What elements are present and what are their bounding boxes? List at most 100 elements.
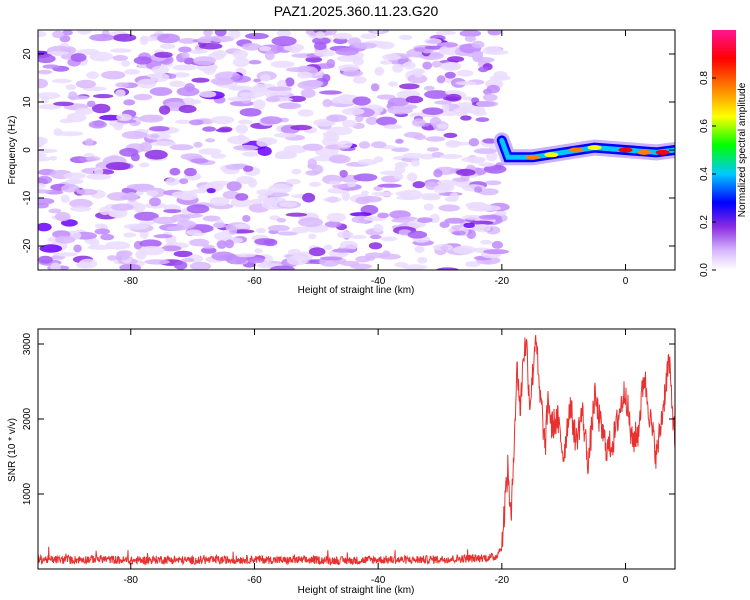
noise-blob [159, 43, 176, 50]
noise-blob [402, 264, 428, 270]
noise-blob [285, 67, 309, 73]
noise-blob [139, 114, 164, 123]
noise-blob [374, 66, 385, 76]
noise-blob [99, 114, 122, 121]
noise-blob [181, 192, 198, 201]
noise-blob [271, 36, 297, 47]
noise-blob [178, 104, 197, 114]
noise-blob [176, 86, 200, 97]
colorbar-tick-label: 0.8 [699, 71, 710, 85]
noise-blob [86, 71, 99, 79]
noise-blob [241, 43, 262, 51]
noise-blob [376, 41, 395, 50]
noise-blob [484, 180, 502, 186]
noise-blob [402, 152, 424, 159]
noise-blob [50, 262, 61, 270]
noise-blob [352, 57, 364, 66]
noise-blob [169, 167, 181, 176]
noise-blob [352, 96, 371, 106]
noise-blob [230, 198, 252, 208]
noise-blob [478, 214, 502, 220]
noise-blob [66, 178, 84, 185]
noise-blob [455, 81, 477, 86]
x-tick-label: -60 [247, 276, 262, 287]
noise-blob [278, 201, 298, 208]
noise-blob [48, 208, 62, 214]
noise-blob [318, 90, 343, 95]
noise-blob [149, 126, 170, 132]
x-tick-label: -60 [247, 575, 262, 586]
noise-blob [394, 262, 409, 268]
noise-blob [373, 223, 384, 233]
noise-blob [309, 181, 322, 187]
noise-blob [38, 137, 45, 147]
noise-blob [87, 244, 112, 250]
noise-blob [298, 217, 323, 228]
noise-blob [175, 119, 191, 125]
noise-blob [422, 61, 433, 70]
noise-blob [66, 112, 87, 123]
noise-blob [216, 240, 227, 249]
snr-x-label: Height of straight line (km) [298, 585, 415, 596]
noise-blob [319, 256, 343, 261]
signal-hotspot [525, 154, 540, 160]
noise-blob [74, 107, 94, 115]
noise-blob [483, 249, 509, 255]
noise-blob [161, 245, 182, 252]
noise-blob [444, 71, 456, 79]
noise-blob [100, 233, 115, 241]
snr-y-label: SNR (10 * v/v) [7, 418, 18, 482]
noise-blob [412, 181, 425, 189]
noise-blob [59, 35, 71, 43]
snr-plot-area [38, 329, 675, 569]
noise-blob [112, 55, 128, 61]
noise-blob [53, 101, 74, 107]
noise-blob [278, 102, 299, 109]
noise-blob [230, 75, 252, 83]
spectrogram-x-axis: -80 -60 -40 -20 0 [124, 30, 629, 287]
noise-blob [38, 54, 56, 64]
noise-blob [189, 119, 204, 126]
y-tick-label: 10 [22, 96, 33, 108]
noise-blob [198, 148, 222, 155]
noise-blob [480, 239, 493, 245]
noise-blob [387, 105, 413, 115]
noise-blob [146, 190, 159, 197]
noise-blob [495, 210, 507, 216]
noise-blob [227, 96, 251, 102]
noise-blob [438, 204, 461, 212]
noise-blob [337, 140, 353, 148]
noise-blob [119, 263, 142, 270]
noise-blob [52, 30, 64, 38]
noise-blob [443, 62, 458, 70]
colorbar-gradient [712, 30, 736, 270]
noise-blob [193, 141, 203, 148]
noise-blob [135, 249, 147, 260]
noise-blob [405, 95, 424, 104]
noise-blob [361, 195, 382, 203]
x-tick-label: 0 [623, 575, 629, 586]
noise-blob [173, 250, 193, 258]
noise-blob [331, 184, 352, 189]
colorbar-ticks: 0.0 0.2 0.4 0.6 0.8 [699, 71, 716, 277]
noise-blob [264, 50, 275, 61]
noise-blob [273, 132, 297, 138]
noise-blob [388, 81, 398, 87]
noise-blob [482, 93, 498, 102]
noise-blob [447, 56, 465, 63]
noise-blob [254, 238, 275, 246]
noise-blob [422, 107, 444, 115]
noise-blob [139, 141, 152, 152]
noise-blob [70, 53, 87, 62]
noise-blob [315, 31, 325, 39]
noise-blob [302, 192, 316, 203]
noise-blob [460, 115, 472, 121]
noise-blob [414, 69, 424, 78]
noise-blob [123, 99, 136, 106]
noise-blob [39, 244, 63, 253]
noise-blob [46, 51, 70, 56]
x-tick-label: -20 [495, 575, 510, 586]
y-tick-label: -20 [22, 238, 33, 253]
noise-blob [232, 57, 250, 67]
